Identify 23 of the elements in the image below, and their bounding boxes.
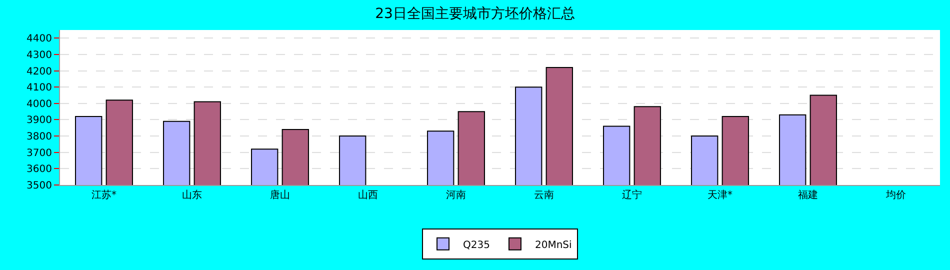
chart-title: 23日全国主要城市方坯价格汇总 <box>375 6 575 22</box>
y-tick-label: 3900 <box>26 115 52 126</box>
y-tick-label: 3700 <box>26 148 52 159</box>
legend-label: 20MnSi <box>534 240 572 251</box>
x-tick-label: 河南 <box>446 189 466 201</box>
y-tick-label: 4100 <box>26 82 52 94</box>
y-tick-label: 3600 <box>26 164 52 176</box>
x-tick-label: 云南 <box>534 189 554 201</box>
x-tick-label: 福建 <box>798 189 818 201</box>
x-tick-label: 天津* <box>708 189 732 201</box>
y-tick-label: 4400 <box>26 34 52 45</box>
y-tick-label: 3800 <box>26 132 52 143</box>
y-tick-label: 3500 <box>26 180 52 192</box>
y-tick-label: 4200 <box>26 66 52 78</box>
x-tick-label: 山东 <box>182 189 202 201</box>
y-tick-label: 4000 <box>26 98 52 110</box>
x-tick-label: 辽宁 <box>622 189 642 201</box>
x-tick-label: 山西 <box>358 189 378 201</box>
legend-label: Q235 <box>463 240 490 251</box>
x-tick-label: 江苏* <box>92 189 116 201</box>
x-tick-label: 唐山 <box>270 189 290 201</box>
x-tick-label: 均价 <box>885 189 906 201</box>
y-tick-label: 4300 <box>26 50 52 61</box>
